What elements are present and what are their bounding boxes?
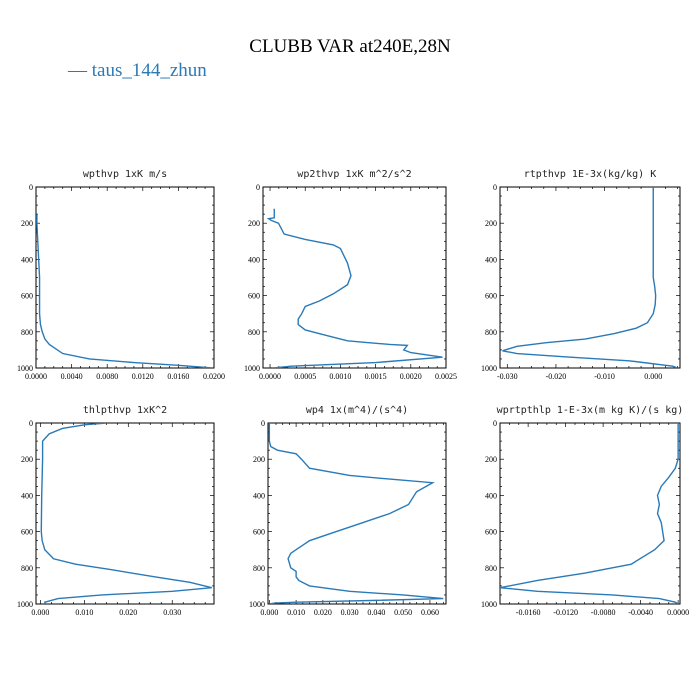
y-tick-label: 1000 (17, 600, 33, 609)
x-tick-label: 0.0020 (400, 372, 422, 381)
y-tick-label: 0 (493, 183, 497, 192)
x-tick-label: 0.0000 (667, 608, 689, 617)
subplot-title: wp4 1x(m^4)/(s^4) (306, 405, 408, 416)
x-tick-label: -0.0160 (516, 608, 541, 617)
y-tick-label: 600 (485, 528, 497, 537)
x-tick-label: 0.030 (163, 608, 181, 617)
plot-frame (35, 186, 215, 369)
series-line (500, 423, 679, 604)
y-tick-label: 1000 (249, 600, 265, 609)
x-tick-label: 0.000 (260, 608, 278, 617)
x-tick-label: 0.0160 (167, 372, 189, 381)
y-tick-label: 800 (485, 564, 497, 573)
legend-line-icon: — (68, 60, 87, 81)
y-tick-label: 600 (253, 528, 265, 537)
x-tick-label: 0.0040 (61, 372, 83, 381)
y-tick-label: 1000 (481, 364, 497, 373)
x-tick-label: 0.010 (287, 608, 305, 617)
x-tick-label: 0.0010 (329, 372, 351, 381)
subplot-title: wpthvp 1xK m/s (83, 169, 167, 180)
y-tick-label: 400 (248, 255, 260, 264)
plot-frame (267, 422, 447, 605)
y-tick-label: 1000 (244, 364, 260, 373)
y-tick-label: 800 (485, 328, 497, 337)
y-tick-label: 800 (253, 564, 265, 573)
chart-title: CLUBB VAR at240E,28N (249, 36, 451, 57)
plot-frame (35, 422, 215, 605)
x-tick-label: 0.030 (341, 608, 359, 617)
x-tick-label: 0.040 (367, 608, 385, 617)
y-tick-label: 0 (29, 183, 33, 192)
y-tick-label: 800 (248, 328, 260, 337)
y-tick-label: 200 (248, 219, 260, 228)
legend-label: taus_144_zhun (91, 60, 207, 81)
x-tick-label: 0.000 (644, 372, 662, 381)
y-tick-label: 0 (493, 419, 497, 428)
y-tick-label: 1000 (481, 600, 497, 609)
x-tick-label: 0.020 (119, 608, 137, 617)
y-tick-label: 600 (21, 292, 33, 301)
y-tick-label: 200 (21, 455, 33, 464)
subplot-title: thlpthvp 1xK^2 (83, 405, 167, 416)
y-tick-label: 400 (485, 255, 497, 264)
y-tick-label: 400 (21, 255, 33, 264)
y-tick-label: 200 (485, 455, 497, 464)
y-tick-label: 200 (485, 219, 497, 228)
x-tick-label: 0.0025 (435, 372, 457, 381)
x-tick-label: 0.0080 (96, 372, 118, 381)
plot-frame (499, 422, 681, 605)
y-tick-label: 400 (485, 491, 497, 500)
x-tick-label: 0.060 (421, 608, 439, 617)
series-line (502, 187, 678, 368)
series-line (266, 208, 443, 368)
subplot-title: wp2thvp 1xK m^2/s^2 (297, 169, 411, 180)
x-tick-label: 0.000 (31, 608, 49, 617)
x-tick-label: -0.0080 (591, 608, 616, 617)
x-tick-label: 0.0000 (259, 372, 281, 381)
x-tick-label: 0.0015 (365, 372, 387, 381)
y-tick-label: 1000 (17, 364, 33, 373)
y-tick-label: 200 (253, 455, 265, 464)
subplot-3: rtpthvp 1E-3x(kg/kg) K02004006008001000-… (481, 169, 681, 381)
x-tick-label: -0.0040 (628, 608, 653, 617)
y-tick-label: 200 (21, 219, 33, 228)
series-line (40, 423, 212, 604)
x-tick-label: 0.0200 (203, 372, 225, 381)
subplot-2: wp2thvp 1xK m^2/s^2020040060080010000.00… (244, 169, 457, 381)
subplot-title: rtpthvp 1E-3x(kg/kg) K (524, 169, 656, 180)
x-tick-label: 0.020 (314, 608, 332, 617)
x-tick-label: -0.030 (497, 372, 518, 381)
subplot-title: wprtpthlp 1-E-3x(m kg K)/(s kg) (497, 405, 684, 416)
y-tick-label: 600 (485, 292, 497, 301)
subplot-6: wprtpthlp 1-E-3x(m kg K)/(s kg)0 200 400 60… (481, 405, 689, 617)
x-tick-label: -0.010 (594, 372, 615, 381)
x-tick-label: 0.050 (394, 608, 412, 617)
x-tick-label: 0.010 (75, 608, 93, 617)
y-tick-label: 800 (21, 328, 33, 337)
y-tick-label: 800 (21, 564, 33, 573)
y-tick-label: 600 (21, 528, 33, 537)
x-tick-label: 0.0120 (132, 372, 154, 381)
legend: — taus_144_zhun (68, 60, 207, 82)
x-tick-label: 0.0005 (294, 372, 316, 381)
series-line (36, 214, 213, 368)
x-tick-label: -0.020 (546, 372, 567, 381)
y-tick-label: 600 (248, 292, 260, 301)
x-tick-label: 0.0000 (25, 372, 47, 381)
x-tick-label: -0.0120 (553, 608, 578, 617)
y-tick-label: 0 (256, 183, 260, 192)
y-tick-label: 400 (21, 491, 33, 500)
y-tick-label: 400 (253, 491, 265, 500)
series-line (268, 423, 444, 604)
y-tick-label: 0 (29, 419, 33, 428)
y-tick-label: 0 (261, 419, 265, 428)
